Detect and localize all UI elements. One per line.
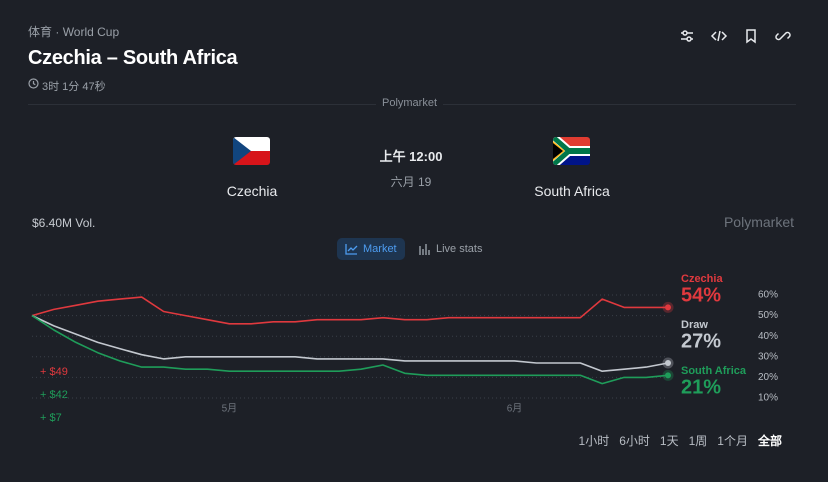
breadcrumb: 体育 · World Cup bbox=[28, 25, 120, 39]
range-selector: 1小时 6小时 1天 1周 1个月 全部 bbox=[579, 432, 782, 449]
flag-czechia bbox=[233, 137, 270, 165]
range-button[interactable]: 1天 bbox=[659, 434, 679, 448]
event-title: Czechia – South Africa bbox=[28, 47, 238, 69]
x-tick-label: 6月 bbox=[507, 403, 523, 415]
legend-value: 54% bbox=[681, 284, 721, 306]
countdown: 3时 1分 47秒 bbox=[42, 81, 106, 93]
team-home[interactable]: Czechia bbox=[226, 183, 278, 199]
toolbar bbox=[678, 27, 792, 45]
series-line bbox=[31, 314, 669, 385]
y-tick-label: 30% bbox=[758, 351, 778, 362]
legend-value: 27% bbox=[681, 330, 721, 352]
watermark: Polymarket bbox=[723, 214, 794, 230]
y-tick-label: 60% bbox=[758, 290, 778, 301]
settings-button[interactable] bbox=[678, 27, 696, 45]
range-button[interactable]: 全部 bbox=[757, 434, 782, 448]
end-dot bbox=[665, 359, 671, 366]
range-button[interactable]: 6小时 bbox=[619, 434, 650, 448]
link-button[interactable] bbox=[774, 27, 792, 45]
series-line bbox=[31, 296, 668, 325]
embed-button[interactable] bbox=[710, 27, 728, 45]
match-date: 六月 19 bbox=[390, 175, 432, 189]
range-button[interactable]: 1小时 bbox=[578, 434, 610, 448]
clock-icon bbox=[28, 78, 39, 89]
legend-name: Draw bbox=[681, 319, 708, 331]
breadcrumb-item[interactable]: 体育 bbox=[28, 25, 53, 39]
end-dot bbox=[665, 304, 671, 311]
holding: + $7 bbox=[40, 412, 62, 424]
legend-name: Czechia bbox=[681, 273, 723, 285]
tab-label: Market bbox=[363, 243, 397, 255]
range-button[interactable]: 1周 bbox=[688, 434, 708, 448]
source-label: Polymarket bbox=[376, 97, 444, 109]
y-tick-label: 10% bbox=[758, 393, 778, 404]
match-time: 上午 12:00 bbox=[379, 149, 443, 164]
end-dot bbox=[665, 372, 671, 379]
holding: + $49 bbox=[40, 366, 68, 378]
y-tick-label: 40% bbox=[758, 331, 778, 342]
y-tick-label: 50% bbox=[758, 310, 778, 321]
y-tick-label: 20% bbox=[758, 372, 778, 383]
tab-live-stats[interactable]: Live stats bbox=[410, 238, 490, 260]
tab-label: Live stats bbox=[436, 243, 483, 255]
bookmark-button[interactable] bbox=[742, 27, 760, 45]
series-line bbox=[31, 314, 669, 372]
team-away[interactable]: South Africa bbox=[534, 183, 610, 199]
breadcrumb-item[interactable]: World Cup bbox=[62, 25, 120, 39]
legend-value: 21% bbox=[681, 376, 721, 398]
legend-name: South Africa bbox=[681, 365, 747, 377]
range-button[interactable]: 1个月 bbox=[717, 434, 748, 448]
x-tick-label: 5月 bbox=[222, 403, 238, 415]
flag-south-africa bbox=[553, 137, 590, 165]
volume: $6.40M Vol. bbox=[32, 216, 96, 230]
tab-market[interactable]: Market bbox=[337, 238, 405, 260]
